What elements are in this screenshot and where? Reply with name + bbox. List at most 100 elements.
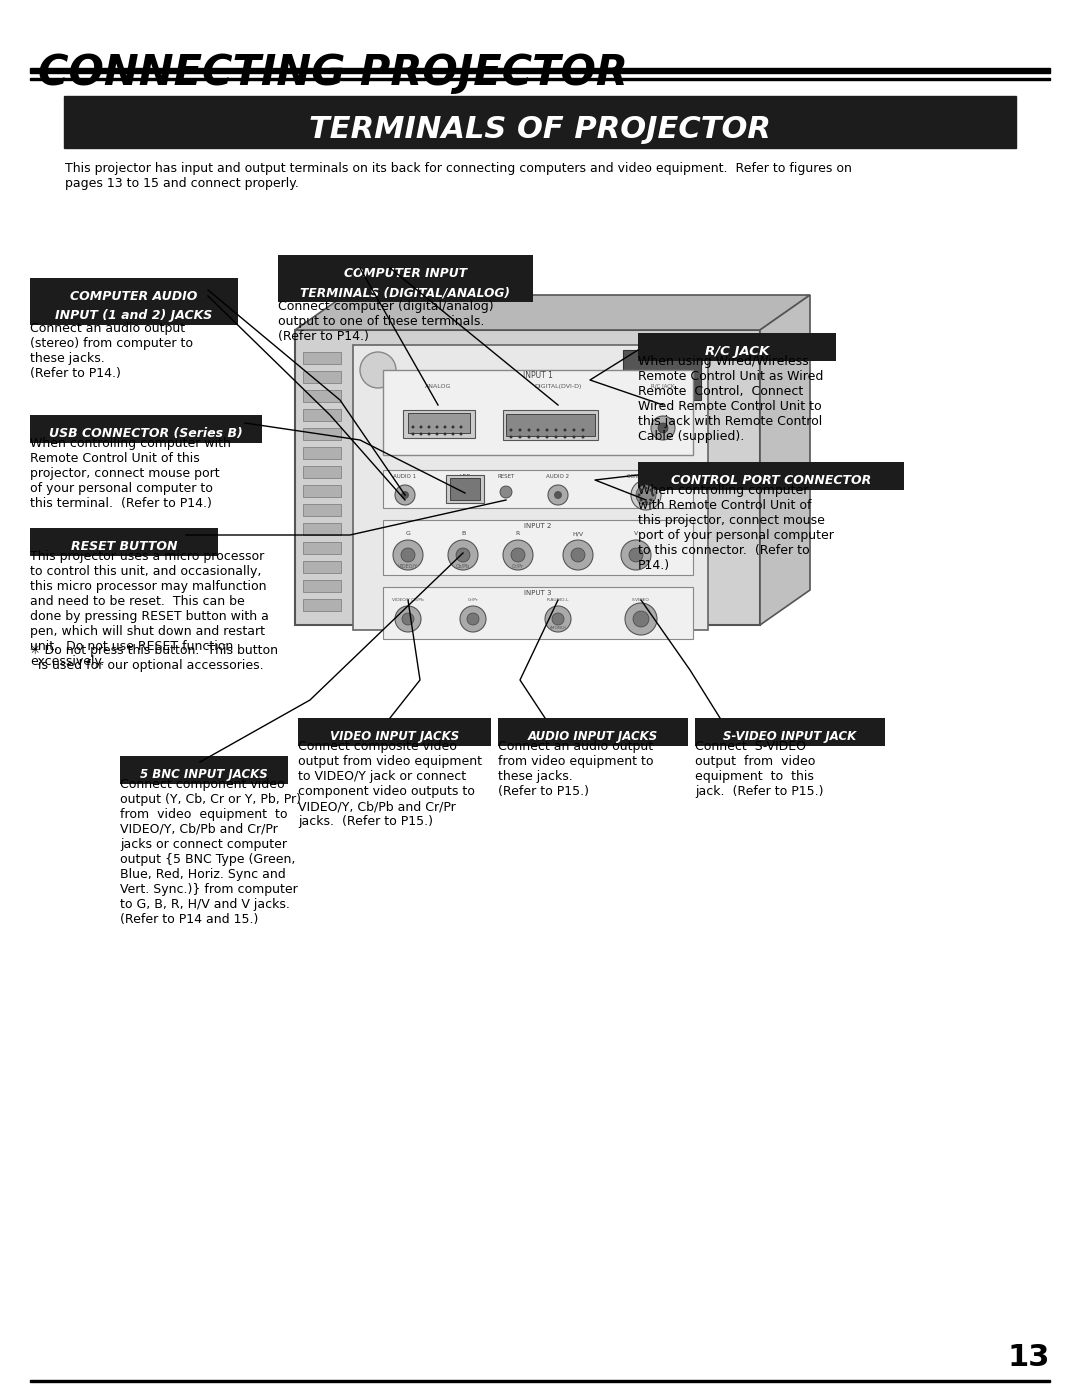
Bar	[30, 1379, 1050, 1382]
Text: INPUT 1: INPUT 1	[523, 372, 553, 380]
Bar	[696, 718, 885, 746]
Text: ✳ Do not press this button.  This button
  is used for our optional accessories.: ✳ Do not press this button. This button …	[30, 644, 278, 672]
Text: R: R	[516, 531, 521, 536]
Circle shape	[537, 429, 540, 432]
Text: AUDIO 2: AUDIO 2	[546, 474, 569, 479]
Circle shape	[451, 433, 455, 436]
Circle shape	[393, 541, 423, 570]
Bar	[303, 467, 341, 478]
Bar	[298, 718, 491, 746]
Bar	[450, 478, 480, 500]
Bar	[303, 390, 341, 402]
Bar	[498, 718, 688, 746]
Bar	[303, 522, 341, 535]
Bar	[446, 475, 484, 503]
Polygon shape	[295, 295, 810, 330]
Text: Connect computer (digital/analog)
output to one of these terminals.
(Refer to P1: Connect computer (digital/analog) output…	[278, 300, 494, 344]
Circle shape	[360, 352, 396, 388]
Circle shape	[637, 493, 640, 496]
Circle shape	[402, 613, 414, 624]
Circle shape	[395, 485, 415, 504]
Circle shape	[459, 433, 462, 436]
Text: USB: USB	[459, 474, 471, 479]
Text: Cb/Pb: Cb/Pb	[456, 564, 470, 569]
Bar	[638, 462, 904, 490]
Text: R-AUDIO-L: R-AUDIO-L	[546, 598, 569, 602]
Circle shape	[467, 613, 480, 624]
Text: VIDEO INPUT JACKS: VIDEO INPUT JACKS	[329, 731, 459, 743]
Text: ANALOG: ANALOG	[424, 384, 451, 388]
Circle shape	[552, 613, 564, 624]
Text: INPUT 2: INPUT 2	[524, 522, 552, 529]
Text: RESET BUTTON: RESET BUTTON	[71, 541, 177, 553]
Circle shape	[503, 541, 534, 570]
Bar	[120, 756, 288, 784]
Circle shape	[563, 541, 593, 570]
Circle shape	[435, 426, 438, 429]
Text: INPUT (1 and 2) JACKS: INPUT (1 and 2) JACKS	[55, 309, 213, 321]
Circle shape	[548, 485, 568, 504]
Circle shape	[649, 499, 652, 502]
Circle shape	[629, 548, 643, 562]
Bar	[30, 528, 218, 556]
Circle shape	[411, 433, 415, 436]
Circle shape	[511, 548, 525, 562]
Bar	[30, 68, 1050, 73]
Bar	[503, 409, 598, 440]
Circle shape	[510, 429, 513, 432]
Bar	[383, 587, 693, 638]
Circle shape	[554, 490, 562, 499]
Text: H/V: H/V	[572, 531, 583, 536]
Circle shape	[625, 604, 657, 636]
Text: Cr/Pr: Cr/Pr	[468, 598, 478, 602]
Circle shape	[500, 486, 512, 497]
Circle shape	[554, 429, 557, 432]
Circle shape	[572, 436, 576, 439]
Circle shape	[518, 429, 522, 432]
Text: TERMINALS OF PROJECTOR: TERMINALS OF PROJECTOR	[309, 115, 771, 144]
Text: COMPUTER AUDIO: COMPUTER AUDIO	[70, 291, 198, 303]
Circle shape	[395, 606, 421, 631]
Circle shape	[510, 436, 513, 439]
Circle shape	[633, 610, 649, 627]
Text: Cr/Pr: Cr/Pr	[512, 564, 524, 569]
Circle shape	[554, 436, 557, 439]
Circle shape	[419, 426, 422, 429]
Circle shape	[527, 436, 530, 439]
Circle shape	[581, 429, 584, 432]
Text: 5 BNC INPUT JACKS: 5 BNC INPUT JACKS	[140, 768, 268, 781]
Text: AUDIO INPUT JACKS: AUDIO INPUT JACKS	[528, 731, 658, 743]
Text: TERMINALS (DIGITAL/ANALOG): TERMINALS (DIGITAL/ANALOG)	[300, 286, 511, 299]
Text: S-VIDEO: S-VIDEO	[632, 598, 650, 602]
Text: When controlling computer
with Remote Control Unit of
this projector, connect mo: When controlling computer with Remote Co…	[638, 483, 834, 571]
Text: USB CONNECTOR (Series B): USB CONNECTOR (Series B)	[49, 427, 243, 440]
Text: V: V	[634, 531, 638, 536]
Bar	[30, 415, 262, 443]
Circle shape	[651, 416, 675, 440]
Text: INPUT 3: INPUT 3	[524, 590, 552, 597]
Text: VIDEO/Y: VIDEO/Y	[397, 564, 418, 569]
Bar	[303, 504, 341, 515]
Bar	[623, 351, 701, 400]
Text: When using Wired/Wireless
Remote Control Unit as Wired
Remote  Control,  Connect: When using Wired/Wireless Remote Control…	[638, 355, 823, 443]
Circle shape	[518, 436, 522, 439]
Text: 13: 13	[1008, 1343, 1050, 1372]
Text: CONTROL PORT CONNECTOR: CONTROL PORT CONNECTOR	[671, 474, 872, 488]
Circle shape	[460, 606, 486, 631]
Text: B: B	[461, 531, 465, 536]
Circle shape	[527, 429, 530, 432]
Bar	[383, 370, 693, 455]
Text: This projector uses a micro processor
to control this unit, and occasionally,
th: This projector uses a micro processor to…	[30, 550, 269, 668]
Text: G: G	[406, 531, 410, 536]
Circle shape	[444, 426, 446, 429]
Bar	[353, 345, 708, 630]
Text: VIDEO/Y Cb/Pb: VIDEO/Y Cb/Pb	[392, 598, 423, 602]
Circle shape	[651, 493, 654, 496]
Bar	[303, 409, 341, 420]
Text: Connect composite video
output from video equipment
to VIDEO/Y jack or connect
c: Connect composite video output from vide…	[298, 740, 482, 828]
Circle shape	[451, 426, 455, 429]
Text: Connect an audio output
from video equipment to
these jacks.
(Refer to P15.): Connect an audio output from video equip…	[498, 740, 653, 798]
Circle shape	[571, 548, 585, 562]
Circle shape	[435, 433, 438, 436]
Text: (MONO): (MONO)	[550, 626, 567, 630]
